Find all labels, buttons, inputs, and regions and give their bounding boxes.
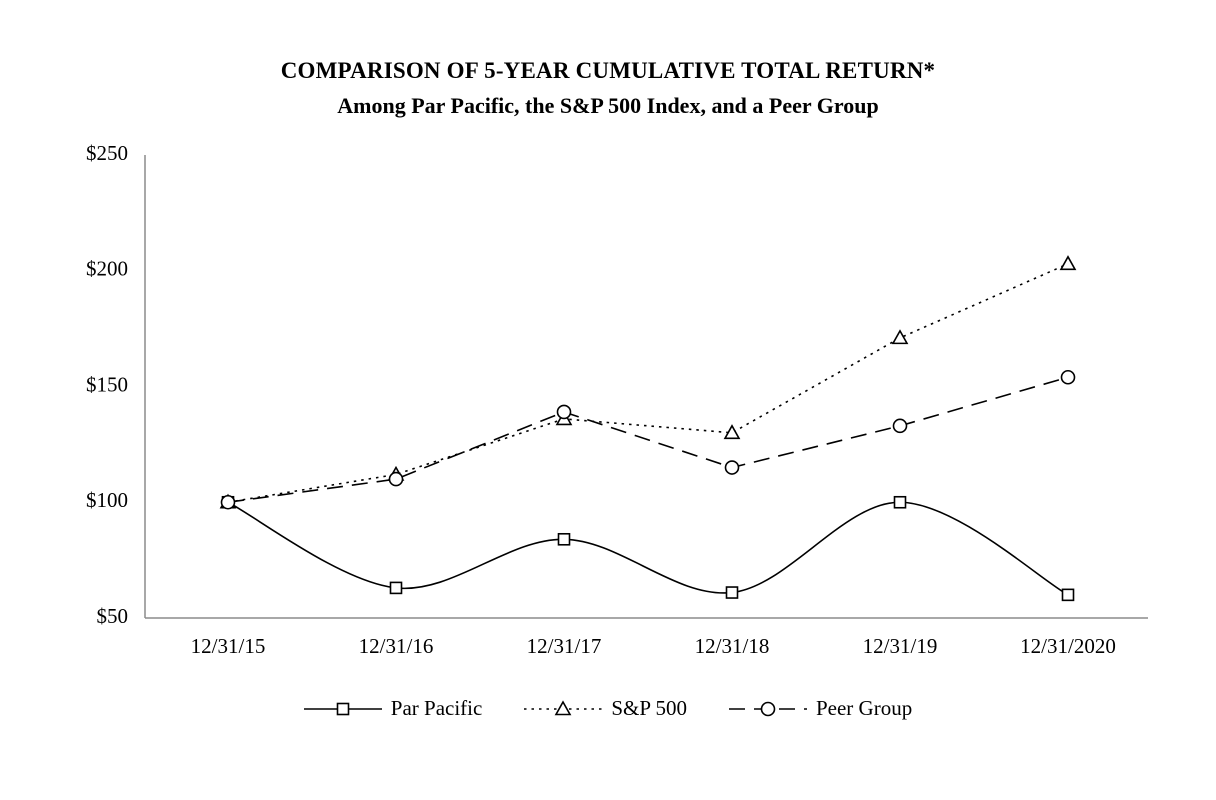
legend-marker-circle [760,701,776,716]
series-line-s-p-500 [227,263,1069,504]
marker-square-par-pacific [557,532,571,546]
x-tick-label: 12/31/15 [191,634,266,658]
x-tick-label: 12/31/2020 [1020,634,1116,658]
chart-subtitle: Among Par Pacific, the S&P 500 Index, an… [337,93,879,118]
marker-circle-peer-group [388,471,404,487]
series-line-peer-group [227,376,1069,504]
marker-triangle-s-p-500 [891,329,909,345]
legend-marker-triangle [554,699,572,715]
marker-square-par-pacific [725,586,739,599]
legend-swatch-triangle-icon [524,699,603,715]
marker-square-par-pacific [389,581,403,595]
y-tick-label: $50 [97,604,129,628]
series-line-par-pacific [227,501,1069,596]
legend-marker-square [336,702,350,715]
x-tick-label: 12/31/18 [695,634,770,658]
legend-item-par-pacific: Par Pacific [303,696,483,721]
x-tick-label: 12/31/19 [863,634,938,658]
legend-label-peer-group: Peer Group [815,696,913,720]
chart-legend: Par Pacific S&P 500 Peer Group [0,696,1216,721]
chart-title: COMPARISON OF 5-YEAR CUMULATIVE TOTAL RE… [280,58,936,83]
marker-triangle-s-p-500 [723,424,741,440]
marker-circle-peer-group [724,460,740,475]
marker-triangle-s-p-500 [1059,255,1077,271]
marker-circle-peer-group [1060,369,1076,385]
marker-circle-peer-group [220,494,236,510]
legend-swatch-circle-icon [728,701,807,716]
y-tick-label: $200 [86,257,128,281]
marker-circle-peer-group [556,404,572,420]
marker-circle-peer-group [892,418,908,434]
x-tick-label: 12/31/17 [527,634,602,658]
y-tick-label: $150 [86,372,128,396]
legend-item-peer-group: Peer Group [728,696,913,721]
legend-label-par-pacific: Par Pacific [390,696,483,720]
x-tick-label: 12/31/16 [359,634,434,658]
y-tick-label: $100 [86,488,128,512]
marker-square-par-pacific [893,495,907,509]
marker-square-par-pacific [1061,588,1075,602]
legend-item-s-p-500: S&P 500 [524,696,687,721]
y-tick-label: $250 [86,141,128,165]
legend-swatch-square-icon [303,702,382,715]
legend-label-s-p-500: S&P 500 [611,696,687,720]
